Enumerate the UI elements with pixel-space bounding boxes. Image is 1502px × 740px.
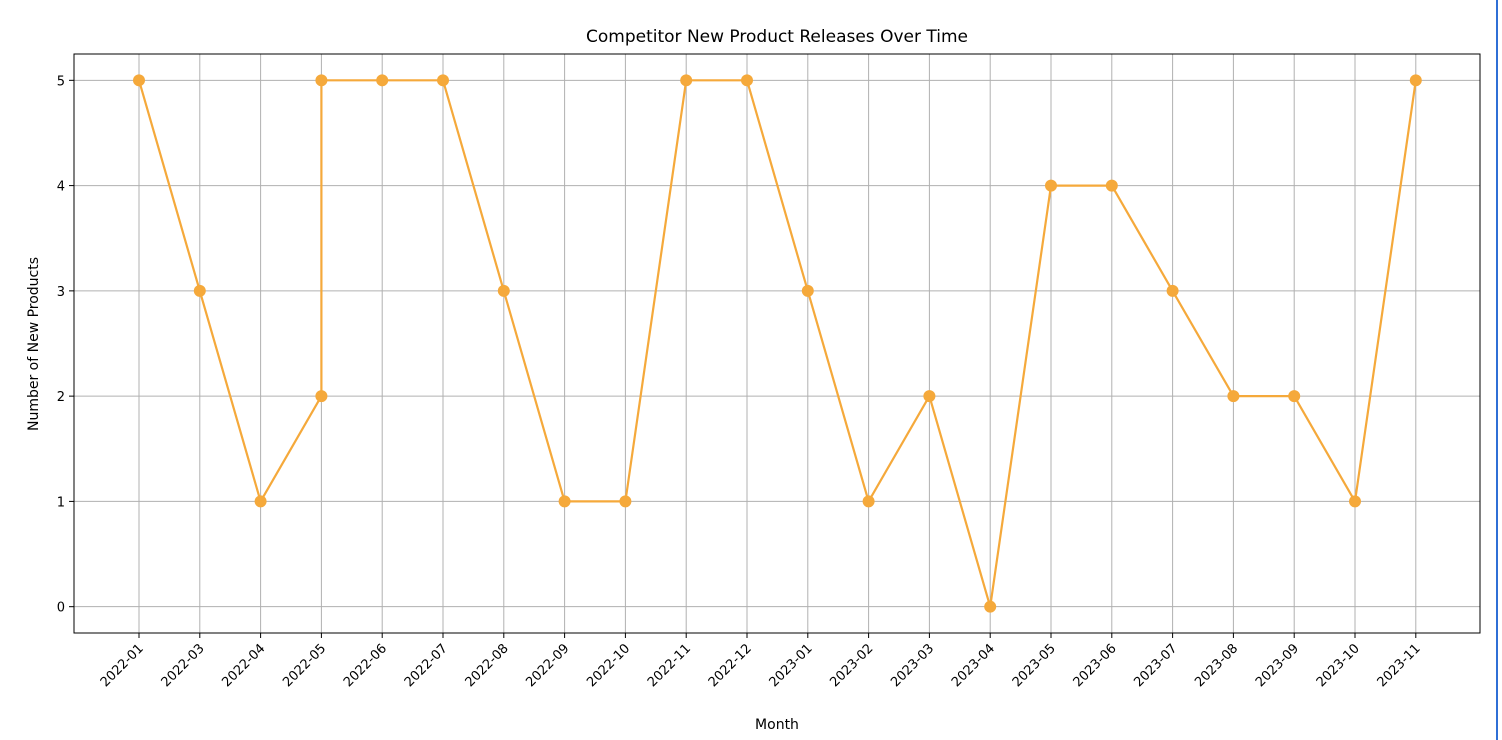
- x-tick-label: 2022-07: [402, 641, 451, 690]
- data-point: [923, 390, 936, 403]
- data-point: [315, 390, 328, 403]
- data-point: [254, 495, 267, 508]
- x-tick-label: 2022-05: [280, 641, 329, 690]
- data-point: [801, 284, 814, 297]
- x-tick-label: 2023-09: [1253, 641, 1302, 690]
- x-tick-label: 2022-11: [645, 641, 694, 690]
- x-tick-label: 2022-12: [706, 641, 755, 690]
- x-axis-label: Month: [755, 717, 799, 733]
- data-point: [1166, 284, 1179, 297]
- axes-layer: [73, 53, 1481, 634]
- x-tick-label: 2022-03: [159, 641, 208, 690]
- data-point: [680, 74, 693, 87]
- data-point: [1045, 179, 1057, 192]
- x-tick-label: 2023-05: [1010, 641, 1059, 690]
- x-tick-label: 2023-07: [1131, 641, 1180, 690]
- x-tick-label: 2022-06: [341, 641, 390, 690]
- x-tick-label: 2023-01: [767, 641, 816, 690]
- x-tick-label: 2022-04: [219, 641, 268, 690]
- data-point: [1227, 390, 1240, 403]
- series-line: [137, 79, 1417, 608]
- chart-title: Competitor New Product Releases Over Tim…: [586, 27, 968, 47]
- y-axis-label: Number of New Products: [26, 257, 42, 431]
- x-tick-label: 2023-10: [1314, 641, 1363, 690]
- series-layer: [133, 74, 1422, 613]
- y-tick-label: 4: [57, 180, 65, 195]
- data-point: [193, 284, 206, 297]
- data-point: [1349, 495, 1361, 508]
- data-point: [1105, 179, 1118, 192]
- x-tick-label: 2022-01: [98, 641, 147, 690]
- x-tick-label: 2023-03: [888, 641, 937, 690]
- y-tick-label: 2: [57, 390, 65, 405]
- y-tick-label: 1: [57, 495, 65, 510]
- data-point: [1288, 390, 1301, 403]
- data-point: [741, 74, 753, 87]
- x-tick-label: 2023-08: [1192, 641, 1241, 690]
- data-point: [984, 600, 997, 613]
- x-tick-label: 2022-09: [523, 641, 572, 690]
- x-tick-label: 2023-04: [949, 641, 998, 690]
- data-point: [558, 495, 571, 508]
- grid-layer: [74, 54, 1480, 633]
- data-point: [133, 74, 145, 87]
- y-tick-label: 5: [57, 74, 65, 89]
- data-point: [497, 284, 510, 297]
- x-tick-label: 2023-02: [827, 641, 876, 690]
- window-edge: [1496, 0, 1498, 740]
- data-point: [862, 495, 875, 508]
- x-tick-label: 2022-10: [584, 641, 633, 690]
- y-tick-label: 0: [57, 601, 65, 616]
- x-tick-label: 2023-11: [1375, 641, 1424, 690]
- data-point: [315, 74, 328, 87]
- data-point: [1409, 74, 1422, 87]
- y-tick-label: 3: [57, 285, 65, 300]
- ticks-layer: 2022-01 2022-03 2022-04 2022-05 2022-06 2022-…: [57, 74, 1424, 690]
- data-point: [619, 495, 632, 508]
- x-tick-label: 2022-08: [463, 641, 512, 690]
- data-point: [376, 74, 389, 87]
- x-tick-label: 2023-06: [1071, 641, 1120, 690]
- plot-frame: [73, 53, 1481, 634]
- data-point: [437, 74, 449, 87]
